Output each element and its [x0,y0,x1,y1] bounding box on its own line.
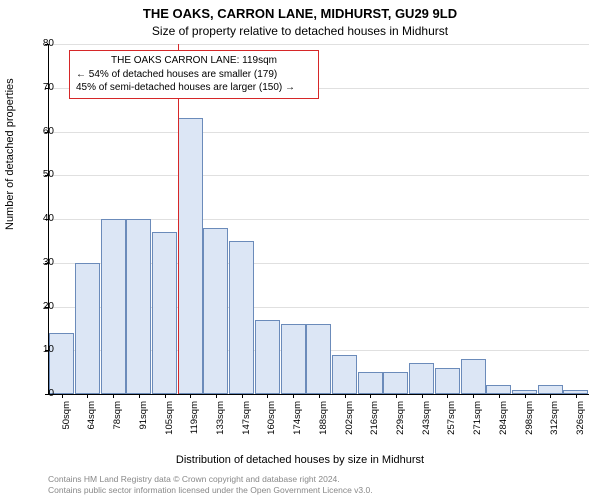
histogram-bar [178,118,203,394]
ytick-label: 10 [14,344,54,355]
xtick-mark [396,394,397,398]
histogram-bar [49,333,74,394]
xtick-label: 133sqm [215,401,226,451]
xtick-mark [319,394,320,398]
ytick-label: 60 [14,126,54,137]
histogram-bar [101,219,126,394]
histogram-bar [332,355,357,394]
histogram-bar [461,359,486,394]
xtick-label: 257sqm [446,401,457,451]
ytick-label: 0 [14,388,54,399]
histogram-bar [281,324,306,394]
annotation-title: THE OAKS CARRON LANE: 119sqm [76,54,312,68]
annotation-callout: THE OAKS CARRON LANE: 119sqm← 54% of det… [69,50,319,99]
histogram-bar [203,228,228,394]
histogram-bar [126,219,151,394]
histogram-bar [306,324,331,394]
xtick-label: 91sqm [138,401,149,451]
xtick-mark [165,394,166,398]
histogram-bar [152,232,177,394]
ytick-label: 80 [14,38,54,49]
gridline [49,175,589,176]
attribution-line: Contains HM Land Registry data © Crown c… [48,474,588,485]
chart-title: THE OAKS, CARRON LANE, MIDHURST, GU29 9L… [0,6,600,21]
xtick-label: 284sqm [498,401,509,451]
xtick-mark [242,394,243,398]
ytick-label: 20 [14,301,54,312]
histogram-bar [75,263,100,394]
attribution-text: Contains HM Land Registry data © Crown c… [48,474,588,496]
xtick-label: 174sqm [292,401,303,451]
xtick-mark [525,394,526,398]
xtick-label: 243sqm [421,401,432,451]
annotation-larger: 45% of semi-detached houses are larger (… [76,81,312,95]
xtick-mark [139,394,140,398]
xtick-label: 105sqm [164,401,175,451]
xtick-label: 326sqm [575,401,586,451]
xtick-mark [267,394,268,398]
xtick-mark [370,394,371,398]
xtick-mark [550,394,551,398]
histogram-bar [383,372,408,394]
x-axis-label: Distribution of detached houses by size … [0,454,600,466]
xtick-mark [473,394,474,398]
plot-area: THE OAKS CARRON LANE: 119sqm← 54% of det… [48,44,589,395]
xtick-label: 50sqm [61,401,72,451]
xtick-label: 160sqm [266,401,277,451]
y-axis-label: Number of detached properties [4,78,16,230]
xtick-mark [113,394,114,398]
xtick-mark [576,394,577,398]
xtick-label: 188sqm [318,401,329,451]
histogram-bar [486,385,511,394]
xtick-label: 78sqm [112,401,123,451]
xtick-label: 202sqm [344,401,355,451]
histogram-bar [435,368,460,394]
xtick-label: 298sqm [524,401,535,451]
xtick-mark [499,394,500,398]
annotation-smaller: ← 54% of detached houses are smaller (17… [76,68,312,82]
xtick-label: 64sqm [86,401,97,451]
gridline [49,132,589,133]
ytick-label: 70 [14,82,54,93]
xtick-mark [345,394,346,398]
ytick-label: 40 [14,213,54,224]
histogram-bar [229,241,254,394]
histogram-bar [358,372,383,394]
gridline [49,44,589,45]
xtick-label: 271sqm [472,401,483,451]
xtick-label: 229sqm [395,401,406,451]
xtick-label: 312sqm [549,401,560,451]
chart-subtitle: Size of property relative to detached ho… [0,24,600,38]
xtick-mark [190,394,191,398]
histogram-bar [255,320,280,394]
xtick-mark [447,394,448,398]
histogram-bar [538,385,563,394]
histogram-bar [409,363,434,394]
xtick-label: 147sqm [241,401,252,451]
ytick-label: 50 [14,169,54,180]
ytick-label: 30 [14,257,54,268]
xtick-mark [216,394,217,398]
attribution-line: Contains public sector information licen… [48,485,588,496]
xtick-mark [62,394,63,398]
xtick-label: 216sqm [369,401,380,451]
xtick-label: 119sqm [189,401,200,451]
xtick-mark [87,394,88,398]
xtick-mark [293,394,294,398]
xtick-mark [422,394,423,398]
